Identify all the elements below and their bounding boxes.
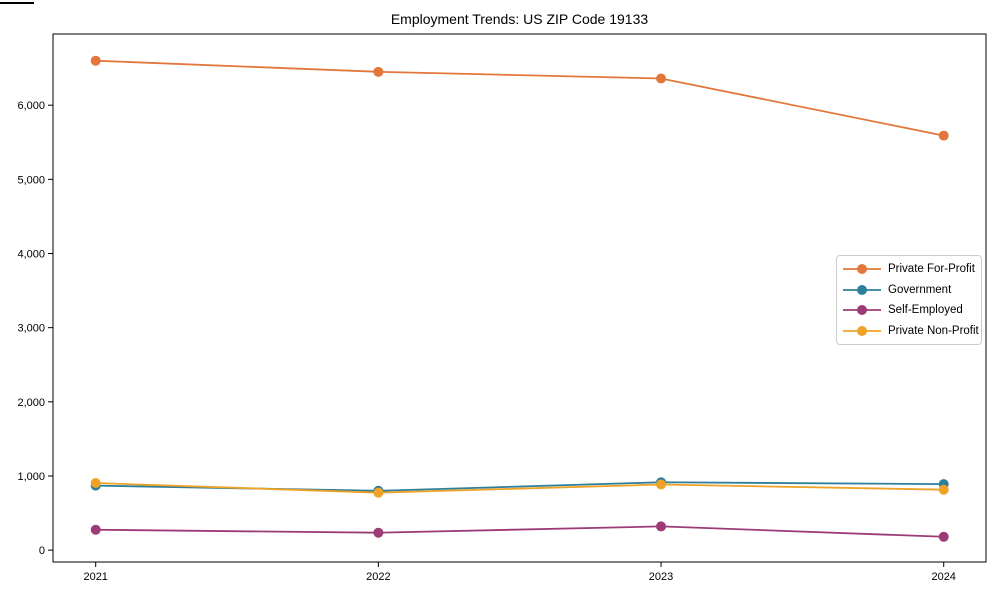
- y-tick-label: 3,000: [17, 323, 45, 335]
- axes-spines: [52, 33, 987, 563]
- y-tick-label: 0: [39, 545, 45, 557]
- legend-marker-self-employed: [843, 305, 881, 316]
- legend-item-private-non-profit: Private Non-Profit: [842, 321, 979, 342]
- x-tick-label: 2021: [83, 571, 107, 583]
- y-tick-label: 4,000: [17, 249, 45, 261]
- legend-item-private-for-profit: Private For-Profit: [842, 259, 975, 280]
- legend-label: Government: [888, 283, 952, 296]
- series-marker-private-non-profit-2021: [90, 478, 101, 489]
- series-line-private-non-profit: [95, 482, 944, 494]
- series-marker-self-employed-2024: [938, 531, 949, 542]
- legend-marker-private-non-profit: [843, 325, 881, 336]
- series-marker-private-for-profit-2024: [938, 130, 949, 141]
- series-marker-self-employed-2021: [90, 524, 101, 535]
- legend-marker-government: [843, 284, 881, 295]
- x-tick-label: 2022: [366, 571, 390, 583]
- y-tick-label: 6,000: [17, 100, 45, 112]
- legend-label: Self-Employed: [888, 304, 963, 317]
- x-tick-label: 2023: [649, 571, 673, 583]
- series-marker-private-for-profit-2023: [656, 73, 667, 84]
- series-marker-private-non-profit-2022: [373, 487, 384, 498]
- series-line-private-for-profit: [95, 59, 944, 137]
- series-marker-private-for-profit-2021: [90, 55, 101, 66]
- x-tick-label: 2024: [931, 571, 955, 583]
- series-marker-private-non-profit-2024: [938, 484, 949, 495]
- legend-item-government: Government: [842, 280, 975, 301]
- legend-item-self-employed: Self-Employed: [842, 300, 975, 321]
- series-line-self-employed: [95, 525, 944, 538]
- series-marker-private-for-profit-2022: [373, 66, 384, 77]
- series-marker-self-employed-2023: [656, 521, 667, 532]
- legend: Private For-Profit Government Self-Employe…: [836, 255, 982, 345]
- legend-label: Private Non-Profit: [888, 324, 979, 337]
- y-tick-label: 5,000: [17, 174, 45, 186]
- y-tick-label: 1,000: [17, 471, 45, 483]
- chart-title: Employment Trends: US ZIP Code 19133: [390, 11, 649, 27]
- series-marker-private-non-profit-2023: [656, 479, 667, 490]
- series-marker-self-employed-2022: [373, 527, 384, 538]
- y-tick-label: 2,000: [17, 397, 45, 409]
- legend-marker-private-for-profit: [843, 264, 881, 275]
- legend-label: Private For-Profit: [888, 263, 975, 276]
- screen-edge-artifact: [0, 2, 34, 4]
